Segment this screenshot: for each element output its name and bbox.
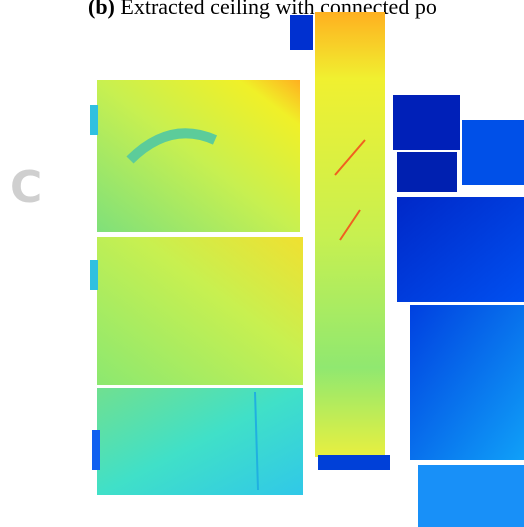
room-blue	[393, 95, 460, 150]
figure: (b) Extracted ceiling with connected po …	[0, 0, 524, 527]
side-label: C	[10, 162, 42, 213]
room-blue	[462, 120, 524, 185]
small-room	[290, 15, 313, 50]
wall-edge	[90, 260, 98, 290]
room-blue	[397, 152, 457, 192]
room-blue	[397, 197, 524, 302]
room-blue	[410, 305, 524, 460]
wall-edge	[92, 430, 100, 470]
corridor	[315, 12, 385, 457]
wall-edge	[90, 105, 98, 135]
corridor-end	[318, 455, 390, 470]
room-blue	[418, 465, 524, 527]
room-middle	[97, 237, 303, 385]
page: {"caption": {"label": "(b)", "text": "Ex…	[0, 0, 524, 527]
caption-text: Extracted ceiling with connected po	[120, 0, 436, 19]
room-bottom	[97, 388, 303, 495]
caption-label: (b)	[88, 0, 115, 19]
